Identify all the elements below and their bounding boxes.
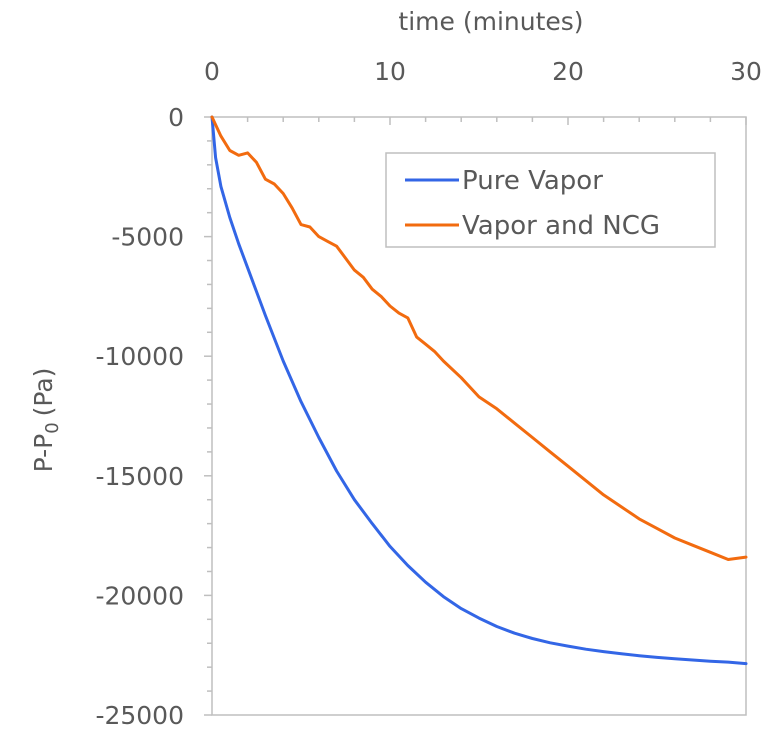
y-tick-label: -20000 bbox=[95, 581, 184, 610]
x-tick-label: 30 bbox=[730, 57, 762, 86]
legend-label: Vapor and NCG bbox=[462, 211, 660, 241]
plot-border bbox=[211, 116, 747, 716]
y-tick-label: -10000 bbox=[95, 342, 184, 371]
y-axis-title-main: P-P bbox=[29, 434, 58, 473]
y-tick-label: -15000 bbox=[95, 462, 184, 491]
x-tick-label: 10 bbox=[374, 57, 406, 86]
legend-box bbox=[385, 152, 716, 248]
y-tick-label: -25000 bbox=[95, 701, 184, 730]
x-tick-label: 20 bbox=[552, 57, 584, 86]
y-tick-label: -5000 bbox=[111, 223, 184, 252]
legend: Pure Vapor Vapor and NCG bbox=[385, 152, 716, 248]
y-tick-label: 0 bbox=[168, 103, 184, 132]
y-axis-title: P-P0 (Pa) bbox=[29, 368, 63, 473]
y-axis-title-unit: (Pa) bbox=[29, 368, 58, 417]
series-line-vapor-and-ncg bbox=[210, 115, 748, 561]
series-lines bbox=[210, 115, 748, 666]
series-line-pure-vapor bbox=[210, 115, 748, 666]
y-axis-title-subscript: 0 bbox=[42, 422, 63, 433]
axis-ticks bbox=[204, 116, 747, 716]
x-axis-title: time (minutes) bbox=[398, 7, 583, 36]
legend-label: Pure Vapor bbox=[462, 166, 603, 196]
tick-labels: 0 10 20 30 0 -5000 -10000 -15000 -20000 -25000 bbox=[95, 57, 761, 730]
plot-area bbox=[211, 116, 747, 716]
x-tick-label: 0 bbox=[204, 57, 220, 86]
